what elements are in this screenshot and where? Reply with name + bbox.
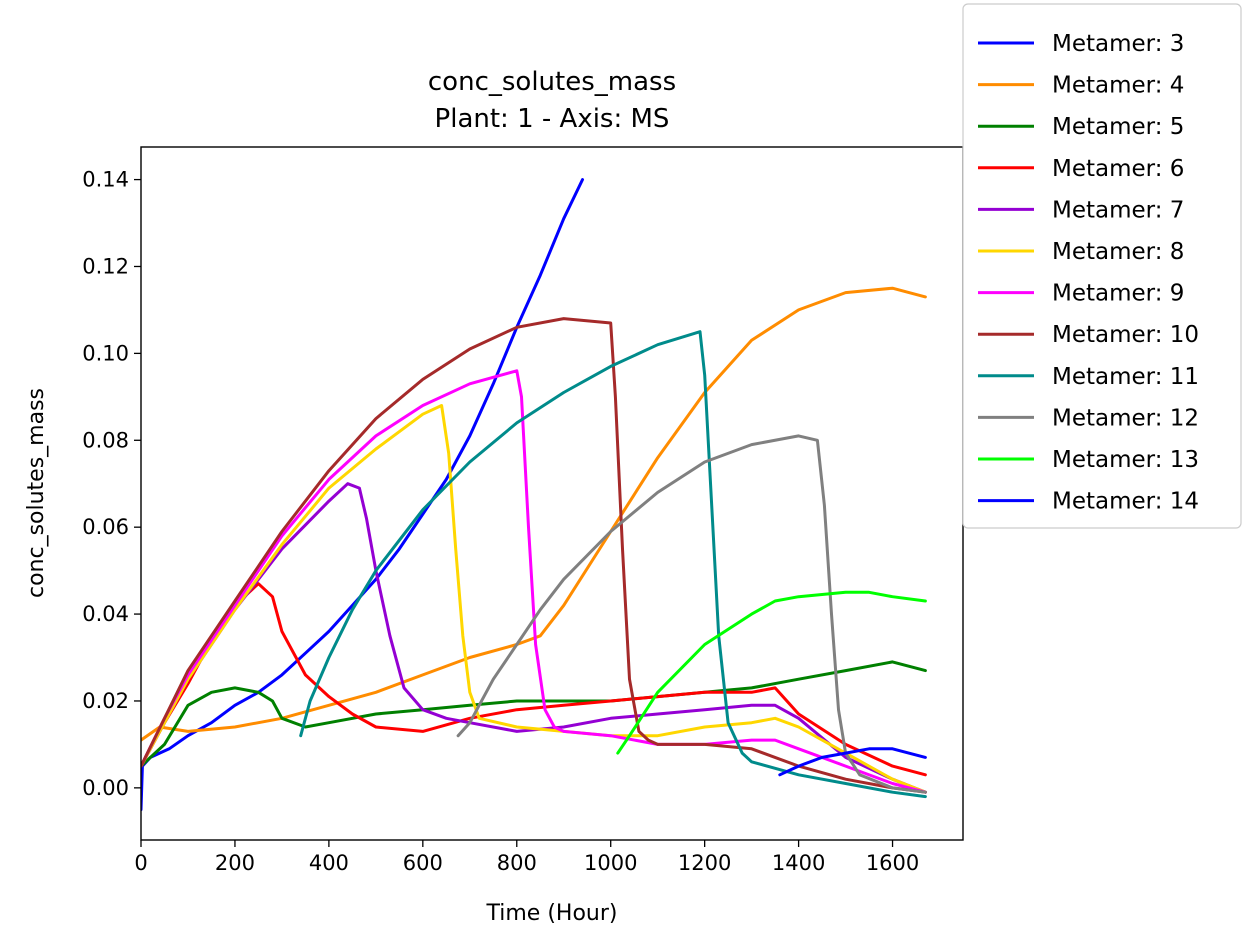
legend-label: Metamer: 9 — [1052, 281, 1184, 307]
y-tick-label: 0.14 — [82, 168, 129, 192]
series-line-metamer-8 — [141, 404, 927, 794]
series-line-metamer-3 — [141, 178, 584, 812]
series-line-metamer-13 — [616, 590, 927, 755]
series-layer — [141, 178, 927, 812]
series-line-metamer-9 — [141, 369, 927, 794]
x-tick-label: 1400 — [772, 851, 825, 875]
legend: Metamer: 3 Metamer: 4 Metamer: 5 Metamer: 6… — [962, 3, 1242, 529]
plot-area-frame — [140, 146, 964, 841]
y-tick-label: 0.04 — [82, 602, 129, 626]
series-line-metamer-7 — [141, 482, 927, 794]
y-tick-label: 0.08 — [82, 428, 129, 452]
y-tick-label: 0.06 — [82, 515, 129, 539]
legend-frame — [962, 3, 1242, 529]
y-tick-label: 0.10 — [82, 341, 129, 365]
x-axis-label: Time (Hour) — [486, 901, 618, 926]
chart-title: conc_solutes_mass — [428, 67, 676, 97]
legend-label: Metamer: 10 — [1052, 322, 1199, 348]
legend-label: Metamer: 6 — [1052, 156, 1184, 182]
x-tick-label: 0 — [134, 851, 147, 875]
x-tick-label: 1200 — [678, 851, 731, 875]
legend-label: Metamer: 4 — [1052, 73, 1184, 99]
x-tick-label: 400 — [309, 851, 349, 875]
x-tick-label: 1600 — [866, 851, 919, 875]
x-tick-label: 600 — [403, 851, 443, 875]
legend-label: Metamer: 14 — [1052, 489, 1199, 515]
legend-label: Metamer: 7 — [1052, 197, 1184, 223]
chart-subtitle: Plant: 1 - Axis: MS — [435, 104, 670, 134]
y-tick-label: 0.12 — [82, 254, 129, 278]
series-line-metamer-10 — [141, 317, 927, 794]
series-line-metamer-4 — [141, 286, 927, 742]
legend-label: Metamer: 13 — [1052, 447, 1199, 473]
y-axis: 0.00 0.02 0.04 0.06 0.08 0.10 0.12 0.14 — [82, 168, 141, 800]
x-axis: 0 200 400 600 800 1000 1200 1400 1600 — [134, 840, 919, 875]
legend-label: Metamer: 11 — [1052, 364, 1199, 390]
series-line-metamer-14 — [778, 747, 927, 777]
series-line-metamer-5 — [141, 660, 927, 768]
y-tick-label: 0.02 — [82, 689, 129, 713]
x-tick-label: 1000 — [584, 851, 637, 875]
series-line-metamer-11 — [299, 330, 927, 799]
legend-label: Metamer: 8 — [1052, 239, 1184, 265]
y-tick-label: 0.00 — [82, 776, 129, 800]
legend-label: Metamer: 5 — [1052, 114, 1184, 140]
x-tick-label: 200 — [215, 851, 255, 875]
series-line-metamer-12 — [456, 434, 927, 794]
x-tick-label: 800 — [497, 851, 537, 875]
legend-label: Metamer: 3 — [1052, 31, 1184, 57]
legend-label: Metamer: 12 — [1052, 405, 1199, 431]
y-axis-label: conc_solutes_mass — [24, 388, 49, 598]
